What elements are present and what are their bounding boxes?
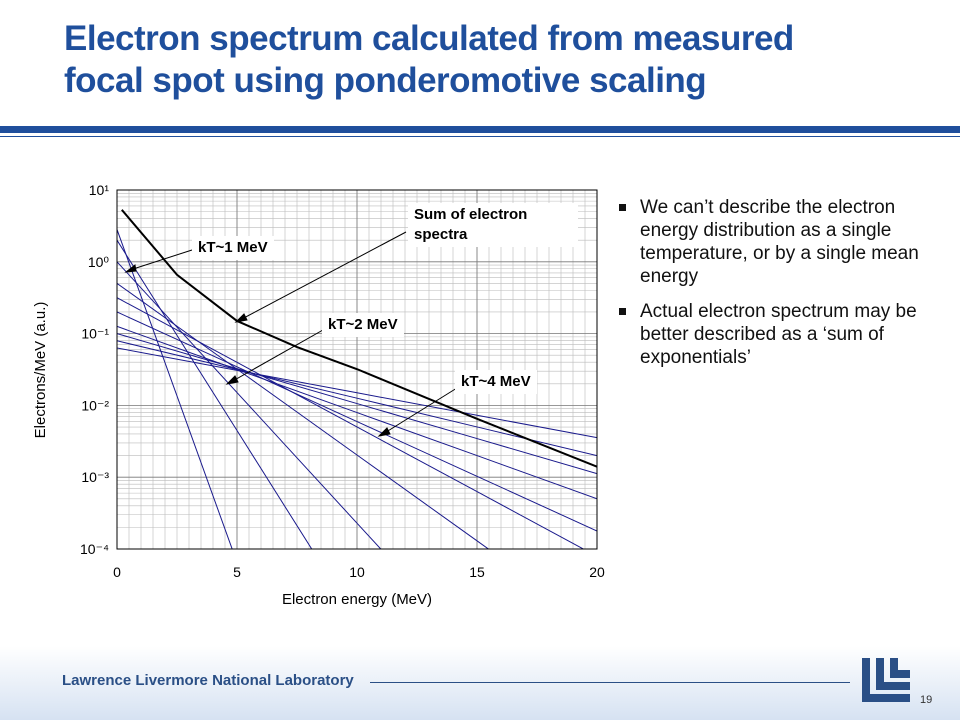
footer-rule: [370, 682, 850, 683]
annotation-text: Sum of electron spectra: [408, 203, 578, 247]
series-line: [117, 229, 233, 549]
y-tick-label: 10⁻¹: [81, 326, 109, 342]
bullet-list: We can’t describe the electron energy di…: [616, 196, 936, 381]
y-axis-label: Electrons/MeV (a.u.): [32, 302, 49, 439]
title-rule-thin: [0, 136, 960, 137]
slide-title: Electron spectrum calculated from measur…: [64, 19, 794, 100]
annotation-text: kT~2 MeV: [322, 313, 404, 337]
x-tick-label: 0: [113, 564, 121, 580]
series-line: [121, 209, 597, 468]
bullet: We can’t describe the electron energy di…: [616, 196, 936, 288]
y-tick-label: 10⁻³: [81, 469, 109, 485]
x-axis-label: Electron energy (MeV): [282, 591, 432, 608]
series-line: [117, 340, 597, 457]
series-line: [117, 333, 597, 475]
annotation: Sum of electron spectra: [408, 203, 578, 247]
x-tick-label: 20: [589, 564, 605, 580]
annotation-arrows: [124, 231, 466, 437]
annotation: kT~2 MeV: [322, 313, 404, 337]
logo: [862, 658, 910, 702]
y-tick-label: 10⁰: [88, 254, 110, 270]
series-line: [117, 347, 597, 439]
series-line: [117, 261, 382, 549]
title-rule: [0, 126, 960, 133]
footer-organization: Lawrence Livermore National Laboratory: [62, 672, 354, 689]
plot-frame: [116, 189, 598, 550]
x-tick-label: 15: [469, 564, 485, 580]
series-line: [117, 297, 585, 549]
chart: Electrons/MeV (a.u.) Electron energy (Me…: [32, 182, 605, 608]
footer-band: [0, 646, 960, 720]
x-tick-label: 5: [233, 564, 241, 580]
annotation: kT~4 MeV: [455, 370, 537, 394]
annotation-text: kT~1 MeV: [192, 236, 274, 260]
series-line: [117, 239, 313, 549]
x-tick-label: 10: [349, 564, 365, 580]
bullet: Actual electron spectrum may be better d…: [616, 300, 936, 369]
annotation-text: kT~4 MeV: [455, 370, 537, 394]
series-line: [117, 325, 597, 500]
series-line: [117, 311, 597, 532]
y-tick-label: 10⁻⁴: [80, 541, 109, 557]
page-number: 19: [920, 694, 933, 706]
y-tick-label: 10¹: [89, 182, 110, 198]
annotation: kT~1 MeV: [192, 236, 274, 260]
y-tick-label: 10⁻²: [81, 397, 109, 413]
